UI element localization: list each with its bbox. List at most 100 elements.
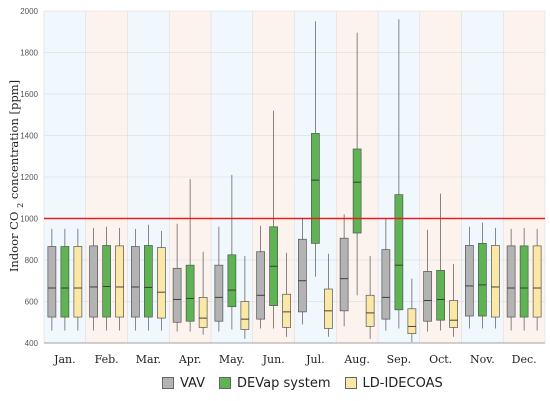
box-iqr (436, 270, 445, 321)
box-iqr (365, 294, 375, 327)
box-devap-system (436, 193, 445, 331)
box-vav (131, 228, 140, 331)
box-devap-system (144, 224, 153, 331)
y-tick-label: 1600 (20, 90, 38, 99)
legend-label-ld-idecoas: LD-IDECOAS (362, 375, 443, 391)
box-ld-idecoas (491, 227, 500, 329)
box-vav (89, 227, 98, 331)
x-tick-label: Feb. (95, 353, 119, 366)
x-tick-label: May. (219, 353, 245, 366)
y-tick-label: 2000 (20, 7, 38, 16)
box-vav (256, 225, 265, 329)
box-iqr (381, 249, 391, 320)
box-vav (214, 226, 224, 332)
box-iqr (157, 247, 166, 319)
box-iqr (449, 300, 458, 328)
box-iqr (423, 271, 432, 322)
legend-item-devap: DEVap system (219, 375, 331, 391)
box-iqr (532, 245, 542, 318)
x-tick-label: Dec. (512, 353, 537, 366)
y-tick-label: 1400 (20, 132, 38, 141)
box-iqr (519, 245, 529, 318)
box-iqr (282, 293, 291, 328)
box-iqr (198, 297, 208, 328)
y-tick-label: 1800 (20, 49, 38, 58)
y-axis-label-rest: concentration [ppm] (7, 80, 21, 203)
box-devap-system (311, 21, 320, 277)
x-tick-label: Jan. (53, 353, 76, 366)
box-devap-system (102, 226, 111, 331)
box-devap-system (352, 32, 362, 296)
box-ld-idecoas (365, 255, 375, 339)
box-iqr (185, 264, 195, 322)
box-iqr (407, 308, 417, 335)
y-tick-label: 400 (25, 339, 39, 348)
box-devap-system (227, 174, 237, 330)
legend-label-devap: DEVap system (237, 375, 331, 391)
box-ld-idecoas (449, 264, 458, 337)
box-devap-system (185, 179, 195, 332)
y-tick-label: 800 (25, 256, 39, 265)
box-devap-system (519, 227, 529, 331)
box-iqr (491, 245, 500, 318)
x-tick-label: Jul. (305, 353, 325, 366)
y-axis-label-text: Indoor CO (7, 212, 21, 273)
legend: VAV DEVap system LD-IDECOAS (162, 370, 443, 396)
box-ld-idecoas (532, 228, 542, 331)
box-iqr (227, 254, 237, 308)
box-ld-idecoas (115, 227, 124, 331)
box-iqr (60, 246, 70, 318)
box-iqr (240, 301, 250, 330)
box-iqr (131, 246, 140, 318)
box-iqr (324, 288, 333, 329)
box-iqr (298, 238, 307, 313)
x-tick-label: Aug. (343, 353, 370, 366)
box-iqr (115, 245, 124, 318)
box-devap-system (60, 228, 70, 331)
box-ld-idecoas (282, 252, 291, 337)
legend-swatch-vav (162, 377, 174, 389)
y-tick-labels: 400 600 800 1000 1200 1400 1600 1800 2000 (20, 7, 38, 348)
box-iqr (311, 133, 320, 244)
box-ld-idecoas (407, 278, 417, 342)
y-tick-label: 1200 (20, 173, 38, 182)
box-vav (423, 229, 432, 332)
box-vav (506, 228, 516, 331)
box-iqr (172, 267, 182, 323)
x-tick-label: Nov. (470, 353, 495, 366)
box-ld-idecoas (240, 255, 250, 339)
legend-item-ld-idecoas: LD-IDECOAS (344, 375, 443, 391)
box-iqr (339, 237, 349, 312)
box-vav (465, 226, 474, 329)
box-vav (381, 218, 391, 331)
box-vav (298, 218, 307, 325)
x-tick-label: Oct. (429, 353, 452, 366)
box-devap-system (269, 110, 278, 329)
y-axis-label-subscript: 2 (16, 203, 25, 208)
box-ld-idecoas (198, 251, 208, 335)
x-tick-label: Jun. (262, 353, 285, 366)
y-tick-label: 1000 (20, 215, 38, 224)
x-tick-labels: Jan. Feb. Mar. Apr. May. Jun. Jul. Aug. Sep. Oct.… (53, 353, 537, 366)
y-axis-label: Indoor CO 2 concentration [ppm] (7, 80, 25, 272)
box-iqr (47, 246, 57, 318)
box-iqr (478, 243, 487, 317)
y-tick-label: 600 (25, 298, 39, 307)
box-iqr (73, 246, 83, 318)
box-devap-system (394, 19, 404, 329)
box-vav (47, 228, 57, 331)
box-iqr (144, 245, 153, 318)
x-tick-label: Apr. (178, 353, 202, 366)
box-iqr (102, 245, 111, 318)
box-ld-idecoas (324, 253, 333, 337)
legend-swatch-devap (219, 377, 232, 389)
box-iqr (352, 148, 362, 234)
box-devap-system (478, 222, 487, 329)
box-iqr (214, 264, 224, 322)
legend-item-vav: VAV (162, 376, 205, 391)
box-iqr (506, 245, 516, 318)
box-iqr (465, 245, 474, 317)
legend-label-vav: VAV (180, 375, 206, 391)
box-iqr (89, 245, 98, 318)
